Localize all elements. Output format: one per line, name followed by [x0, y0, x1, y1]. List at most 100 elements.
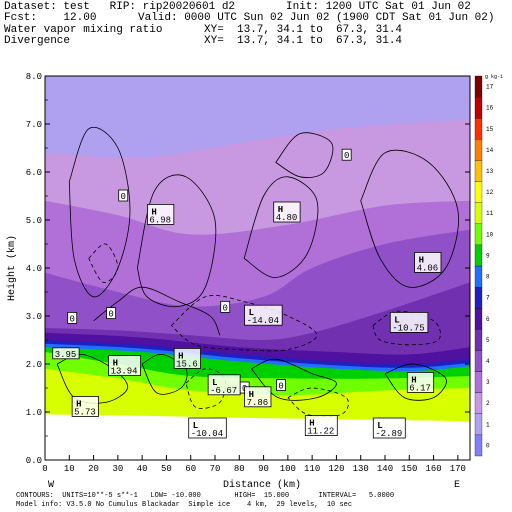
zero-label-box [276, 379, 286, 392]
colorbar-swatch [474, 96, 483, 119]
xy1-line: XY= 13.7, 34.1 to 67.3, 31.4 [204, 24, 403, 36]
extremum-letter: L [394, 315, 399, 325]
contour-line-5 [360, 149, 459, 288]
extremum-label: H7.86 [244, 386, 272, 408]
zero-label-text: 0 [278, 382, 283, 392]
zero-label-text: 0 [70, 314, 75, 324]
extremum-box [173, 347, 201, 369]
colorbar-level-label: 11 [486, 210, 494, 217]
extremum-value: 4.80 [276, 213, 298, 223]
y-tick-label: 5.0 [26, 216, 42, 226]
extremum-letter: H [249, 390, 254, 400]
colorbar-level-label: 16 [486, 105, 494, 112]
extremum-value: 3.95 [55, 350, 77, 360]
contour-line-11 [171, 295, 318, 352]
zero-label-text: 0 [223, 303, 228, 313]
extremum-letter: H [419, 255, 424, 265]
zero-label-text: 0 [121, 192, 126, 202]
x-tick-label: 170 [450, 464, 466, 474]
colorbar-swatch [474, 371, 483, 393]
extremum-value: 6.98 [149, 215, 171, 225]
y-tick-label: 2.0 [26, 360, 42, 370]
extremum-value: -10.75 [392, 323, 424, 333]
extremum-box [207, 374, 241, 396]
colorbar-level-label: 8 [486, 274, 490, 281]
colorbar-swatch [474, 286, 483, 309]
fcst-line: Fcst: 12.00 [4, 12, 97, 24]
extremum-letter: H [178, 351, 183, 361]
colorbar-level-label: 14 [486, 147, 494, 154]
colorbar-swatch [474, 434, 483, 457]
extremum-value: 7.86 [247, 398, 269, 408]
colorbar-swatch [474, 265, 483, 288]
extremum-letter: H [151, 207, 156, 217]
extremum-value: -2.89 [375, 429, 402, 439]
extremum-value: -6.67 [210, 386, 237, 396]
colorbar-swatch [474, 392, 483, 414]
contour-line-10 [384, 363, 447, 401]
extremum-box [389, 311, 429, 333]
extremum-value: -14.04 [247, 316, 279, 326]
extremum-letter: H [76, 399, 81, 409]
variable1-line: Water vapor mixing ratio [4, 24, 163, 36]
colorbar-level-label: 4 [486, 358, 490, 365]
colorbar-level-label: 3 [486, 379, 490, 386]
x-tick-label: 130 [353, 464, 369, 474]
extremum-letter: H [309, 419, 314, 429]
extremum-label: H6.17 [406, 371, 435, 393]
colorbar-swatch [474, 75, 483, 98]
zero-label-box [220, 300, 231, 313]
extremum-letter: H [278, 205, 283, 215]
contour-line-15 [88, 243, 119, 283]
extremum-box [188, 417, 227, 439]
colorbar-swatch [474, 160, 483, 182]
extremum-label: 0 [276, 379, 286, 392]
extremum-letter: L [212, 378, 217, 388]
extremum-value: 5.73 [74, 407, 96, 417]
extremum-box [406, 371, 435, 393]
extremum-box [244, 304, 283, 326]
init-line: Init: 1200 UTC Sat 01 Jun 02 [286, 1, 471, 13]
contour-line-2 [136, 174, 217, 308]
colorbar-level-label: 15 [486, 126, 494, 133]
x-tick-label: 150 [401, 464, 417, 474]
x-tick-label: 50 [161, 464, 172, 474]
colorbar-swatch [474, 139, 483, 161]
extremum-label: 3.95 [52, 347, 80, 360]
y-tick-label: 8.0 [26, 72, 42, 82]
colorbar-level-label: 9 [486, 252, 490, 259]
contour-line-14 [287, 387, 349, 417]
colorbar-swatch [474, 308, 483, 330]
extremum-label: H6.98 [147, 203, 175, 225]
x-axis-label: Distance (km) [223, 479, 301, 491]
zero-label-text: 0 [344, 151, 349, 161]
contour-info-line: CONTOURS: UNITS=10**-5 s**-1 LOW= -10.00… [16, 492, 395, 500]
x-tick-label: 0 [42, 464, 47, 474]
contour-line-4 [275, 132, 334, 178]
contour-line-8 [141, 353, 188, 395]
extremum-label: H11.22 [304, 415, 338, 437]
variable2-line: Divergence [4, 35, 71, 47]
contour-line-3 [243, 176, 319, 279]
x-tick-label: 100 [280, 464, 296, 474]
y-tick-label: 3.0 [26, 312, 42, 322]
colorbar-level-label: 17 [486, 84, 494, 91]
extremum-label: H15.6 [173, 347, 201, 369]
x-tick-label: 80 [234, 464, 245, 474]
extremum-letter: L [249, 308, 254, 318]
extremum-label: 0 [220, 300, 231, 313]
contour-line-6 [93, 286, 221, 336]
x-tick-label: 120 [328, 464, 344, 474]
extremum-value: 6.17 [409, 383, 431, 393]
colorbar-swatch [474, 202, 483, 224]
colorbar-swatch [474, 181, 483, 203]
extremum-label: 0 [341, 148, 352, 161]
axes-layer: 0 10 20 30 40 50 60 70 80 90 100 110 120 130 140 150 160… [26, 72, 470, 474]
colorbar-level-label: 6 [486, 316, 490, 323]
west-label: W [48, 480, 54, 491]
extremum-box [372, 417, 406, 439]
x-tick-label: 10 [64, 464, 75, 474]
extremum-value: 11.22 [307, 427, 334, 437]
x-tick-label: 160 [425, 464, 441, 474]
extremum-label: H4.80 [273, 201, 301, 223]
